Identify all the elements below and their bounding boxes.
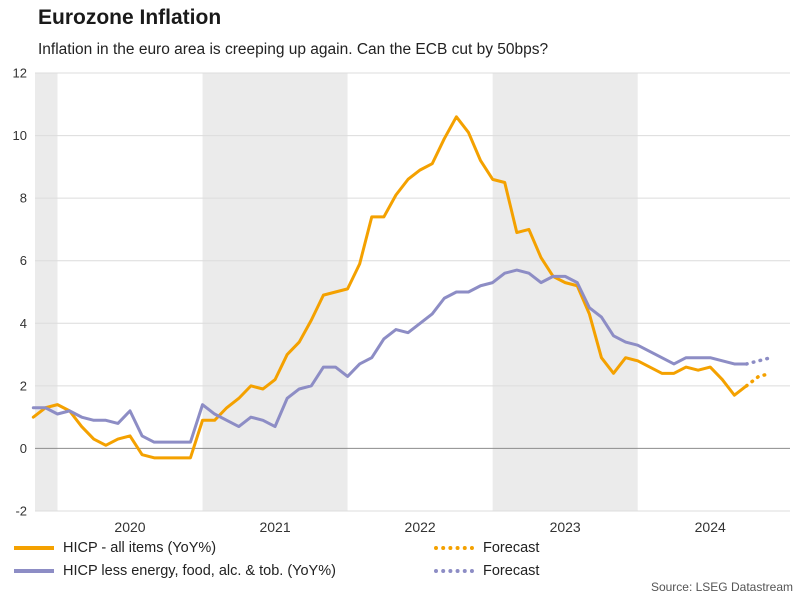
y-tick-label: 2 — [20, 378, 27, 393]
source-credit: Source: LSEG Datastream — [650, 580, 793, 594]
x-tick-label: 2024 — [695, 519, 726, 535]
hicp-core-line-swatch — [14, 568, 54, 573]
series-line-hicp-all-items — [31, 115, 748, 460]
legend-row: HICP - all items (YoY%) Forecast — [14, 536, 794, 559]
year-band — [35, 73, 58, 511]
legend-label: HICP less energy, food, alc. & tob. (YoY… — [63, 562, 336, 579]
legend-label: HICP - all items (YoY%) — [63, 539, 217, 556]
legend-label: Forecast — [483, 539, 540, 556]
forecast-dotted-swatch — [434, 568, 474, 573]
hicp-all-line-swatch — [14, 545, 54, 550]
legend-row: HICP less energy, food, alc. & tob. (YoY… — [14, 559, 794, 582]
y-tick-label: -2 — [15, 504, 27, 519]
year-band — [202, 73, 348, 511]
year-band — [492, 73, 638, 511]
y-tick-label: 8 — [20, 191, 27, 206]
forecast-line-hicp-all-items — [744, 371, 773, 388]
series-line-hicp-core — [31, 268, 748, 444]
x-tick-label: 2022 — [405, 519, 436, 535]
y-tick-label: 10 — [13, 128, 27, 143]
legend-label: Forecast — [483, 562, 540, 579]
chart-subtitle: Inflation in the euro area is creeping u… — [38, 41, 549, 58]
page-title: Eurozone Inflation — [38, 6, 222, 29]
y-tick-label: 0 — [20, 441, 27, 456]
chart-legend: HICP - all items (YoY%) Forecast HICP le… — [14, 536, 794, 582]
forecast-line-hicp-core — [744, 355, 773, 366]
x-tick-label: 2020 — [114, 519, 145, 535]
legend-item-forecast-all: Forecast — [434, 540, 539, 556]
y-tick-label: 12 — [13, 66, 27, 81]
legend-item-hicp-core: HICP less energy, food, alc. & tob. (YoY… — [14, 563, 434, 579]
x-tick-label: 2023 — [550, 519, 581, 535]
forecast-dotted-swatch — [434, 545, 474, 550]
legend-item-hicp-all: HICP - all items (YoY%) — [14, 540, 434, 556]
x-tick-label: 2021 — [259, 519, 290, 535]
legend-item-forecast-core: Forecast — [434, 563, 539, 579]
y-tick-label: 6 — [20, 253, 27, 268]
y-tick-label: 4 — [20, 316, 27, 331]
